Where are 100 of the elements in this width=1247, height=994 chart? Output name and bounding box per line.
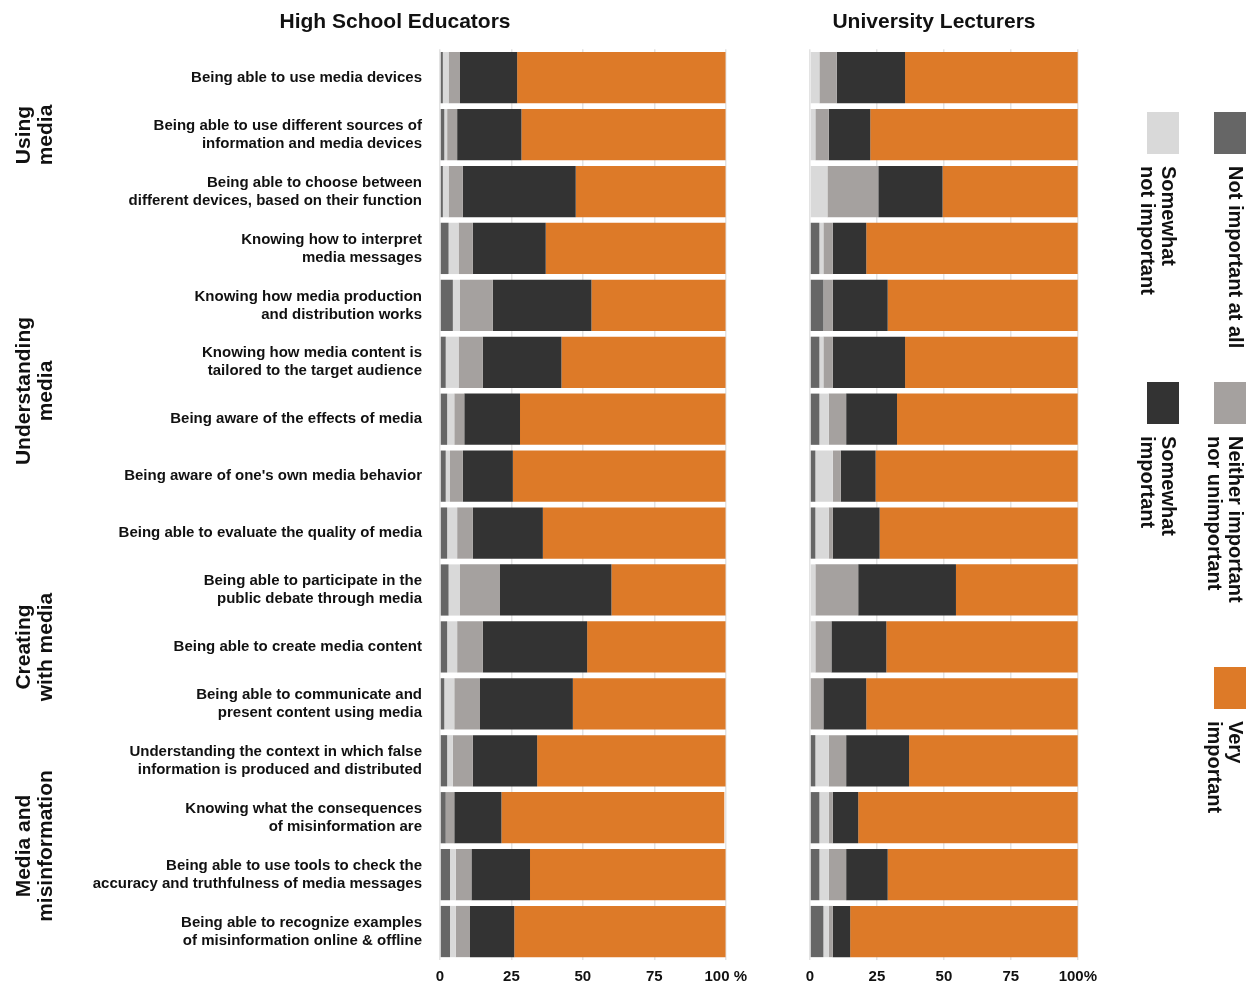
bar	[887, 279, 1078, 331]
bar	[846, 393, 898, 445]
bar	[457, 108, 522, 161]
bar	[445, 450, 450, 502]
bar	[440, 849, 450, 901]
bar	[450, 849, 456, 901]
bar	[440, 905, 450, 958]
bar	[832, 222, 867, 275]
bar	[440, 564, 449, 616]
bar	[464, 393, 521, 445]
bar	[440, 336, 446, 388]
bar	[866, 678, 1078, 730]
bar	[482, 621, 588, 673]
y-tick-label: Being able to participate in the public debate through media	[203, 571, 423, 607]
bar	[454, 792, 502, 844]
bar	[828, 393, 847, 445]
x-tick-label: 75	[1002, 967, 1020, 985]
bar	[858, 564, 956, 616]
bar	[591, 279, 726, 331]
bar	[823, 279, 833, 331]
bar	[455, 905, 470, 958]
bar	[448, 165, 463, 218]
bar	[832, 792, 859, 844]
bar	[462, 165, 576, 218]
x-tick-label: 75	[645, 967, 663, 985]
bar	[575, 165, 726, 218]
y-tick-label: Knowing what the consequences of misinformation are	[185, 798, 422, 834]
bar	[815, 450, 833, 502]
bar	[810, 792, 820, 844]
bar	[810, 849, 820, 901]
bar	[450, 905, 456, 958]
bar	[942, 165, 1078, 218]
bar	[447, 393, 455, 445]
bar	[819, 393, 829, 445]
bar	[442, 52, 449, 104]
x-tick-label: 100 %	[704, 967, 748, 985]
legend-label: Very important	[1204, 721, 1247, 814]
x-tick-label: 0	[805, 967, 815, 985]
bar	[445, 336, 459, 388]
x-tick-label: 0	[435, 967, 445, 985]
bar	[447, 735, 453, 787]
bar	[827, 165, 879, 218]
bar	[815, 108, 829, 161]
bar	[472, 735, 538, 787]
y-tick-label: Being able to communicate and present content using media	[196, 684, 423, 720]
bar	[521, 108, 726, 161]
y-tick-label: Understanding the context in which false information is produced and distributed	[129, 741, 422, 777]
bar	[457, 507, 473, 559]
bar	[840, 450, 876, 502]
bar	[472, 507, 543, 559]
bar	[810, 279, 824, 331]
x-tick-label: 50	[574, 967, 592, 985]
bar	[875, 450, 1078, 502]
y-tick-label: Being able to use tools to check the accuracy and truthfulness of media messages	[92, 855, 422, 891]
bar	[520, 393, 726, 445]
bar	[819, 222, 824, 275]
bar	[440, 52, 443, 104]
bar	[470, 905, 515, 958]
bar	[452, 735, 473, 787]
bar	[819, 336, 824, 388]
y-tick-label: Being able to choose between different devices, based on their function	[128, 172, 422, 208]
y-tick-label: Knowing how to interpret media messages	[241, 229, 422, 265]
bar	[815, 507, 829, 559]
legend-label: Somewhat important	[1137, 436, 1180, 537]
bar	[823, 678, 867, 730]
bar	[480, 678, 573, 730]
bar	[831, 621, 887, 673]
bar	[823, 222, 833, 275]
text: Using media	[10, 104, 57, 165]
bar	[828, 792, 833, 844]
bar	[886, 621, 1078, 673]
bar	[457, 621, 483, 673]
bar	[471, 849, 531, 901]
bar	[500, 564, 612, 616]
bar	[460, 52, 518, 104]
bar	[447, 507, 458, 559]
bar	[460, 279, 493, 331]
bar	[545, 222, 726, 275]
x-tick-label: 25	[503, 967, 520, 985]
bar	[542, 507, 726, 559]
bar	[878, 165, 943, 218]
bar	[810, 393, 820, 445]
y-tick-label: Knowing how media production and distribution works	[194, 286, 422, 322]
bar	[879, 507, 1078, 559]
bar	[909, 735, 1078, 787]
bar	[866, 222, 1078, 275]
bar	[810, 905, 824, 958]
text: Media and misinformation	[10, 770, 57, 922]
bar	[537, 735, 726, 787]
bar	[823, 905, 829, 958]
bar	[832, 336, 906, 388]
bar	[828, 735, 847, 787]
bar	[846, 849, 888, 901]
bar	[448, 222, 459, 275]
bar	[455, 849, 472, 901]
bar	[828, 849, 847, 901]
bar	[450, 450, 463, 502]
bar	[460, 564, 500, 616]
bar	[561, 336, 726, 388]
x-tick-label: 25	[868, 967, 886, 985]
